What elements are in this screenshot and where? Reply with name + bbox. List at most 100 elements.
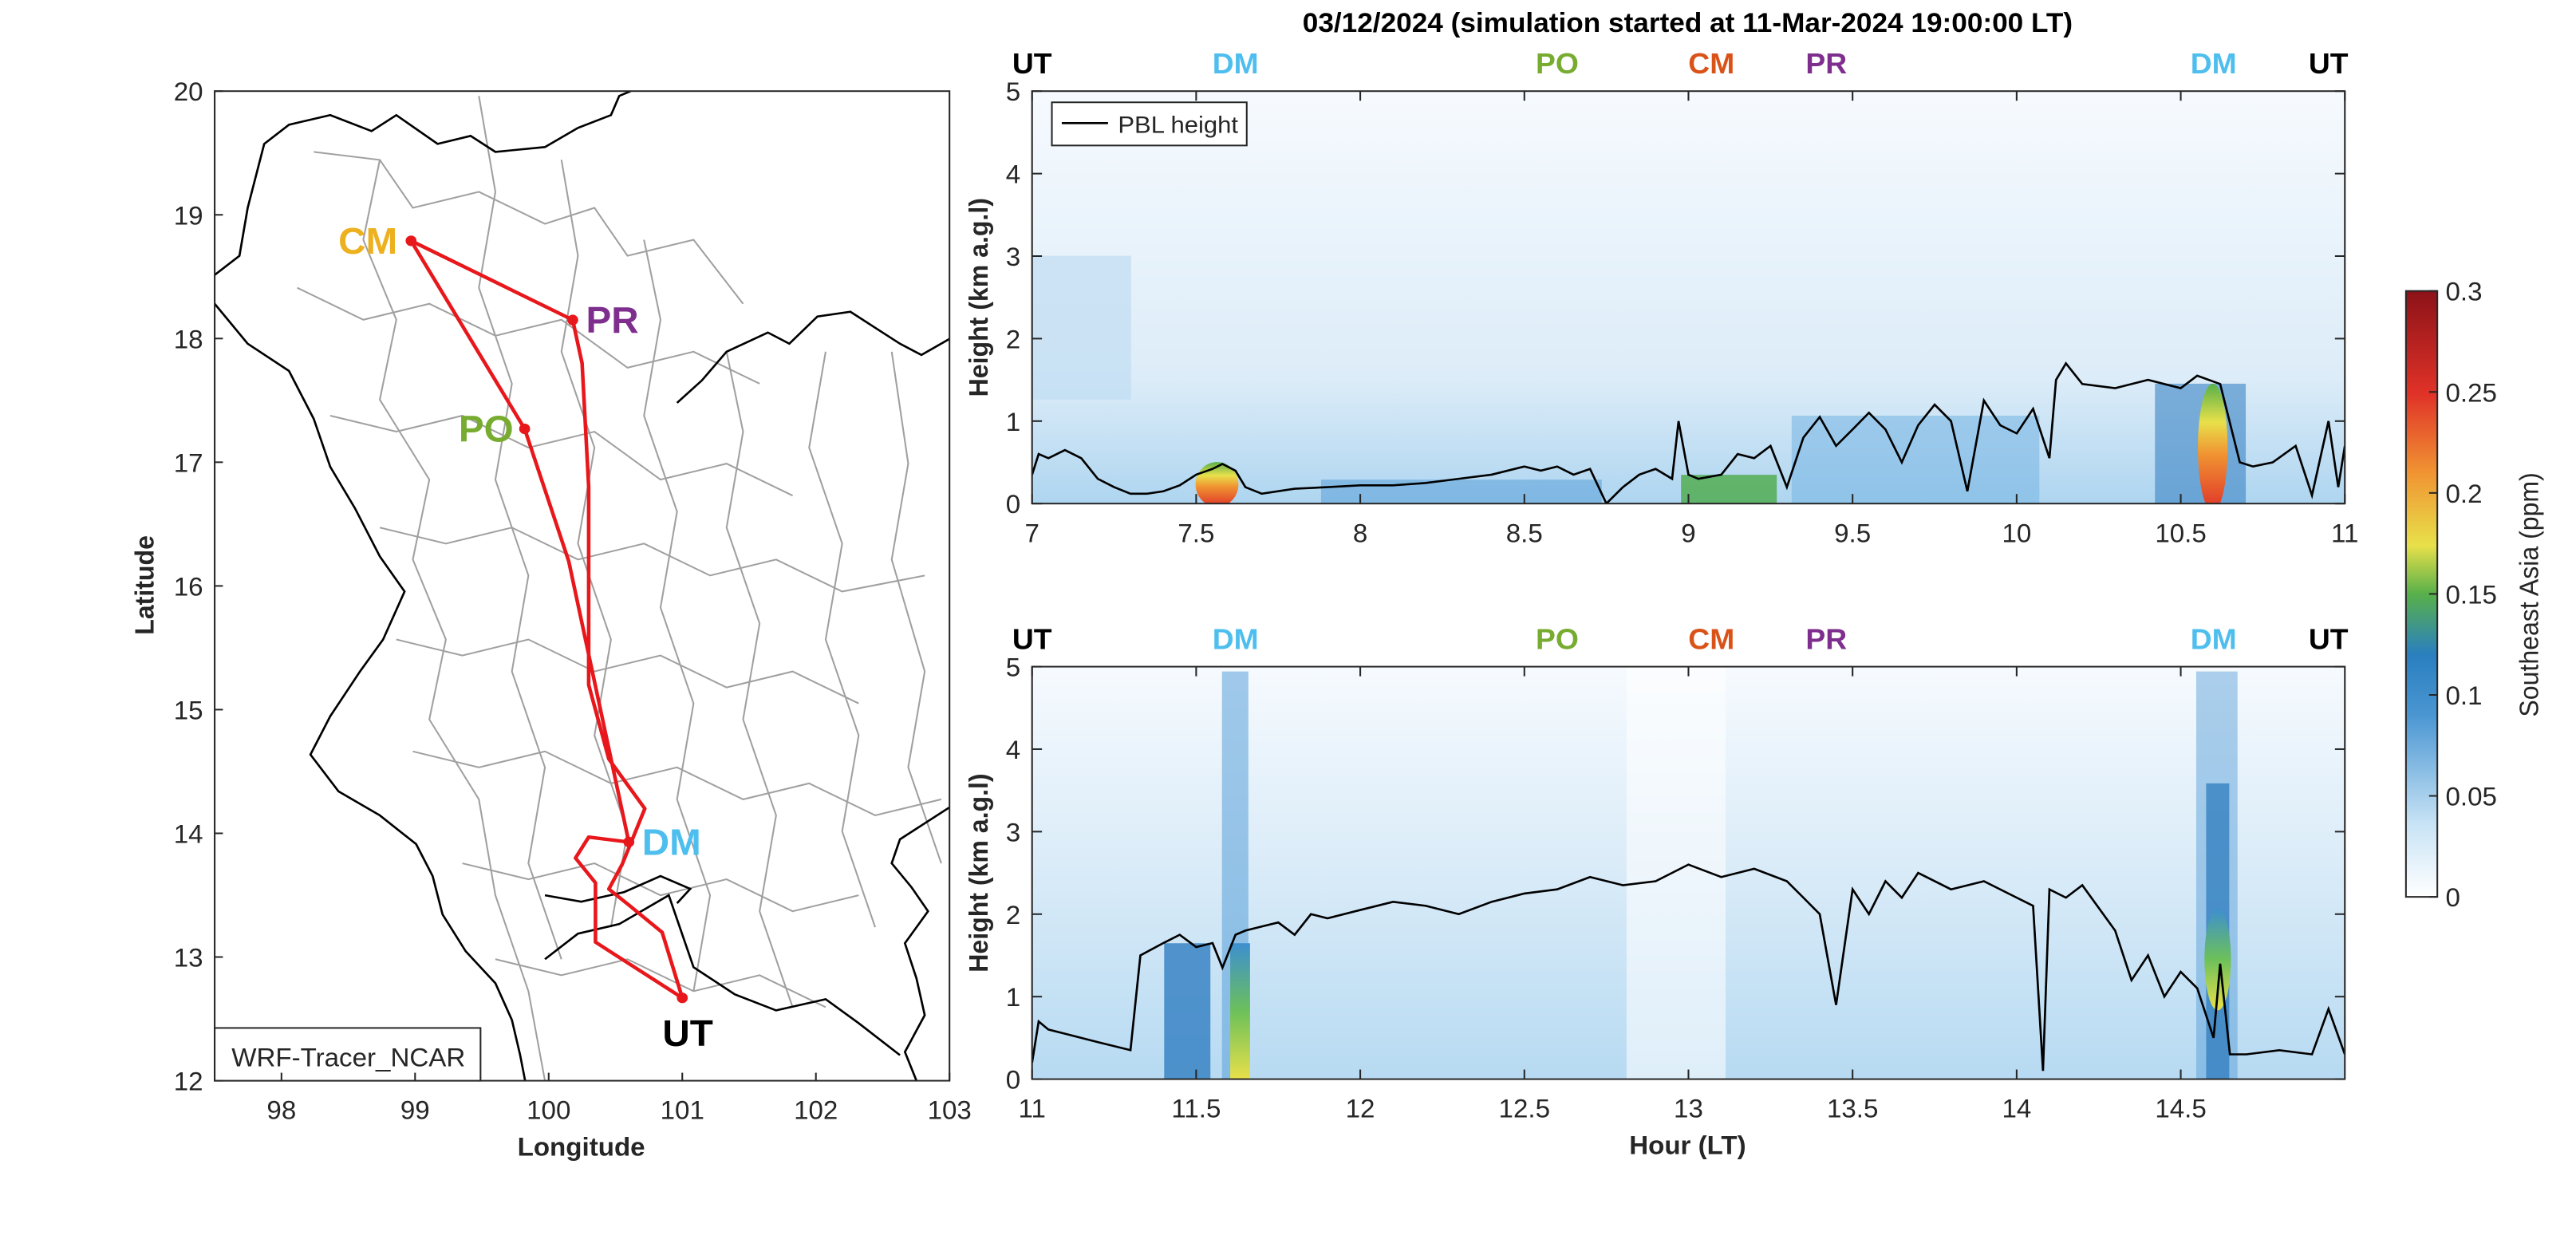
- site-marker-pr: [567, 314, 578, 326]
- province-boundaries: [297, 96, 942, 1081]
- panel-top-x-tick-label: 10.5: [2155, 519, 2206, 547]
- panel-bottom-y-ticks: 0 1 2 3 4 5: [1006, 653, 2345, 1094]
- map-x-tick-label: 101: [661, 1095, 704, 1124]
- route-line: [408, 239, 684, 1000]
- map-x-tick-label: 100: [527, 1095, 570, 1124]
- panel-top-y-ticks: 0 1 2 3 4 5: [1006, 77, 2345, 519]
- map-y-tick-label: 18: [174, 325, 203, 353]
- pbl-line-top: [1032, 361, 2345, 504]
- site-marker-cm: CM: [1688, 623, 1734, 655]
- site-label-ut: UT: [662, 1012, 713, 1053]
- map-background: [215, 91, 950, 1081]
- panel-top: PBL height 7 7.5 8 8.5 9 9.5 10 10.5 11 0 1 2 3 4 5 U…: [963, 48, 2358, 547]
- map-xlabel: Longitude: [518, 1132, 645, 1161]
- panel-bottom-y-tick-label: 5: [1006, 653, 1020, 681]
- pbl-line-bottom: [1032, 863, 2345, 1071]
- map-x-tick-label: 102: [794, 1095, 838, 1124]
- panel-top-x-tick-label: 8.5: [1506, 519, 1543, 547]
- map-y-tick-label: 19: [174, 201, 203, 230]
- site-label-cm: CM: [338, 221, 397, 262]
- map-y-tick-label: 12: [174, 1067, 203, 1095]
- site-marker-ut: UT: [1012, 623, 1052, 655]
- panel-top-field: [1032, 91, 2345, 504]
- site-marker-ut: [677, 993, 688, 1004]
- panel-bottom-y-tick-label: 0: [1006, 1065, 1020, 1094]
- colorbar-tick-label: 0.3: [2446, 277, 2483, 306]
- panel-top-band: [1320, 480, 1602, 504]
- map-y-tick-label: 13: [174, 943, 203, 972]
- site-marker-ut: UT: [1012, 48, 1052, 80]
- site-marker-po: [519, 423, 531, 435]
- panel-top-x-tick-label: 11: [2331, 519, 2358, 547]
- figure-title: 03/12/2024 (simulation started at 11-Mar…: [1303, 9, 2073, 38]
- map-legend-box: [214, 1027, 482, 1082]
- map-layers: CM PR PO DM UT: [215, 91, 950, 1081]
- colorbar-tick-label: 0.1: [2446, 681, 2483, 709]
- colorbar-tick-label: 0.05: [2446, 782, 2497, 811]
- map-x-tick-label: 103: [928, 1095, 972, 1124]
- panel-top-x-tick-label: 10: [2002, 519, 2031, 547]
- site-marker-ut: UT: [2309, 623, 2349, 655]
- map-x-tick-label: 98: [266, 1095, 296, 1124]
- site-marker-cm: CM: [1688, 48, 1734, 80]
- panel-bottom-y-tick-label: 3: [1006, 818, 1020, 847]
- map-legend-label: WRF-Tracer_NCAR: [231, 1043, 465, 1071]
- map-y-tick-label: 16: [174, 572, 203, 601]
- panel-top-y-tick-label: 4: [1006, 160, 1020, 188]
- panel-bottom-plume-2: [2204, 908, 2231, 1011]
- colorbar-label: Southeast Asia (ppm): [2514, 472, 2544, 716]
- panel-top-ylabel: Height (km a.g.l): [963, 198, 993, 397]
- panel-bottom-x-tick-label: 11: [1019, 1094, 1046, 1123]
- map-sites: CM PR PO DM UT: [338, 221, 713, 1054]
- panel-top-x-tick-label: 9.5: [1834, 519, 1871, 547]
- colorbar-ticks: 0 0.05 0.1 0.15 0.2 0.25 0.3: [2428, 277, 2497, 912]
- panel-top-x-tick-label: 7.5: [1178, 519, 1214, 547]
- panel-bottom-y-tick-label: 4: [1006, 735, 1020, 764]
- site-marker-dm: [623, 836, 635, 847]
- map-legend: WRF-Tracer_NCAR: [214, 1027, 482, 1082]
- panel-bottom-ylabel: Height (km a.g.l): [963, 773, 993, 972]
- country-borders: [215, 91, 950, 1081]
- site-marker-dm: DM: [1213, 48, 1259, 80]
- panel-top-x-ticks: 7 7.5 8 8.5 9 9.5 10 10.5 11: [1024, 91, 2358, 547]
- panel-bottom-y-tick-label: 1: [1006, 983, 1020, 1012]
- panel-bottom-x-tick-label: 14.5: [2155, 1094, 2206, 1123]
- map-y-ticks: 12 13 14 15 16 17 18 19 20: [174, 77, 223, 1095]
- panel-top-y-tick-label: 0: [1006, 490, 1020, 519]
- panel-bottom-x-tick-label: 13.5: [1827, 1094, 1878, 1123]
- map-y-tick-label: 20: [174, 77, 203, 106]
- site-marker-po: PO: [1536, 623, 1579, 655]
- panel-bottom-band-1: [1164, 943, 1211, 1079]
- site-label-po: PO: [459, 408, 514, 449]
- site-marker-ut: UT: [2309, 48, 2349, 80]
- panel-bottom-x-tick-label: 12: [1346, 1094, 1375, 1123]
- site-marker-pr: PR: [1805, 48, 1847, 80]
- map-x-tick-label: 99: [400, 1095, 430, 1124]
- site-marker-po: PO: [1536, 48, 1579, 80]
- panel-bottom-x-tick-label: 11.5: [1171, 1094, 1221, 1123]
- panel-bottom-x-tick-label: 13: [1674, 1094, 1703, 1123]
- map-y-tick-label: 15: [174, 696, 203, 724]
- map-x-ticks: 98 99 100 101 102 103: [266, 1072, 972, 1125]
- map-panel: CM PR PO DM UT WRF-Tracer_NCAR 98 99 100 101 102…: [129, 77, 972, 1162]
- panel-bottom-xlabel: Hour (LT): [1629, 1131, 1746, 1159]
- map-y-tick-label: 17: [174, 448, 203, 477]
- panel-top-y-tick-label: 5: [1006, 77, 1020, 106]
- panel-top-legend-box: [1051, 101, 1248, 147]
- panel-bottom-x-tick-label: 12.5: [1499, 1094, 1550, 1123]
- panel-bottom-x-ticks: 11 11.5 12 12.5 13 13.5 14 14.5: [1019, 666, 2207, 1123]
- panel-bottom-concentration: [1164, 666, 2238, 1079]
- panel-top-y-tick-label: 1: [1006, 407, 1020, 436]
- panel-top-plume-1: [1195, 462, 1239, 504]
- panel-bottom-y-tick-label: 2: [1006, 900, 1020, 929]
- panel-top-plume-3: [2198, 383, 2228, 504]
- panel-top-y-tick-label: 3: [1006, 243, 1020, 271]
- colorbar-tick-label: 0.25: [2446, 378, 2497, 407]
- panel-bottom-x-tick-label: 14: [2002, 1094, 2031, 1123]
- site-marker-cm: [405, 235, 417, 247]
- colorbar-tick-label: 0.2: [2446, 479, 2483, 507]
- site-marker-pr: PR: [1805, 623, 1847, 655]
